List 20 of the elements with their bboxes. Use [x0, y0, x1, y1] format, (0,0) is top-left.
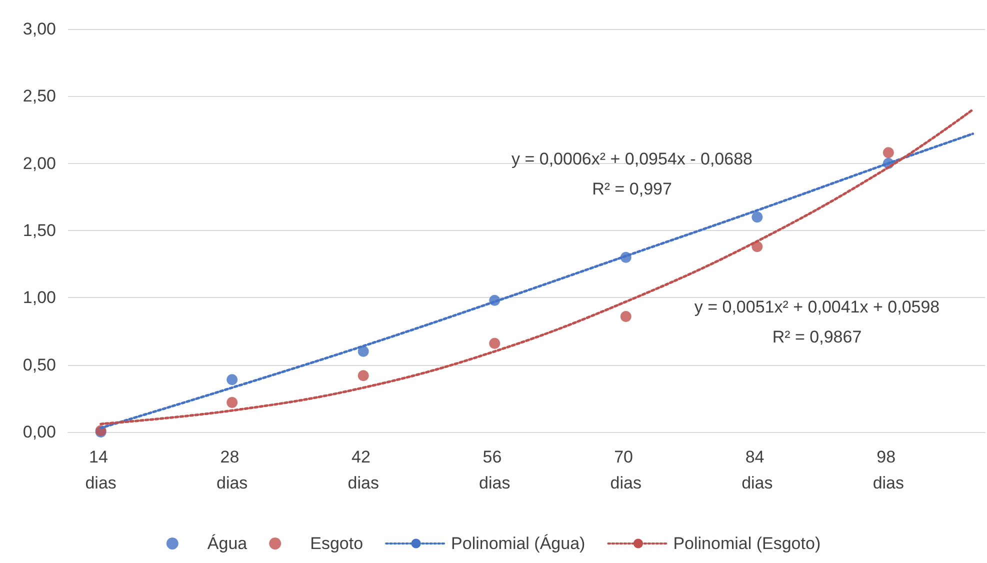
- x-tick-label: 28 dias: [216, 448, 248, 492]
- y-tick-label: 2,00: [22, 154, 56, 173]
- y-tick-label: 2,50: [22, 86, 56, 106]
- x-tick-label: 56 dias: [479, 448, 510, 492]
- annotation: y = 0,0051x² + 0,0041x + 0,0598 R² = 0,9867: [694, 298, 940, 346]
- x-tick-label: 42 dias: [348, 448, 379, 492]
- y-tick-label: 1,00: [22, 288, 56, 308]
- legend-label: Polinomial (Água): [451, 534, 586, 553]
- legend-label: Água: [207, 534, 248, 553]
- x-tick-label: 98 dias: [872, 448, 904, 492]
- legend-label: Polinomial (Esgoto): [673, 534, 821, 553]
- x-tick-label: 70 dias: [610, 448, 642, 492]
- x-tick-label: 84 dias: [742, 448, 773, 492]
- legend-label: Esgoto: [310, 534, 364, 553]
- y-tick-label: 1,50: [22, 221, 56, 240]
- y-tick-label: 0,50: [22, 355, 56, 374]
- y-tick-label: 0,00: [22, 422, 56, 442]
- y-tick-label: 3,00: [22, 20, 56, 38]
- x-tick-label: 14 dias: [85, 448, 116, 492]
- annotation: y = 0,0006x² + 0,0954x - 0,0688 R² = 0,997: [511, 150, 753, 198]
